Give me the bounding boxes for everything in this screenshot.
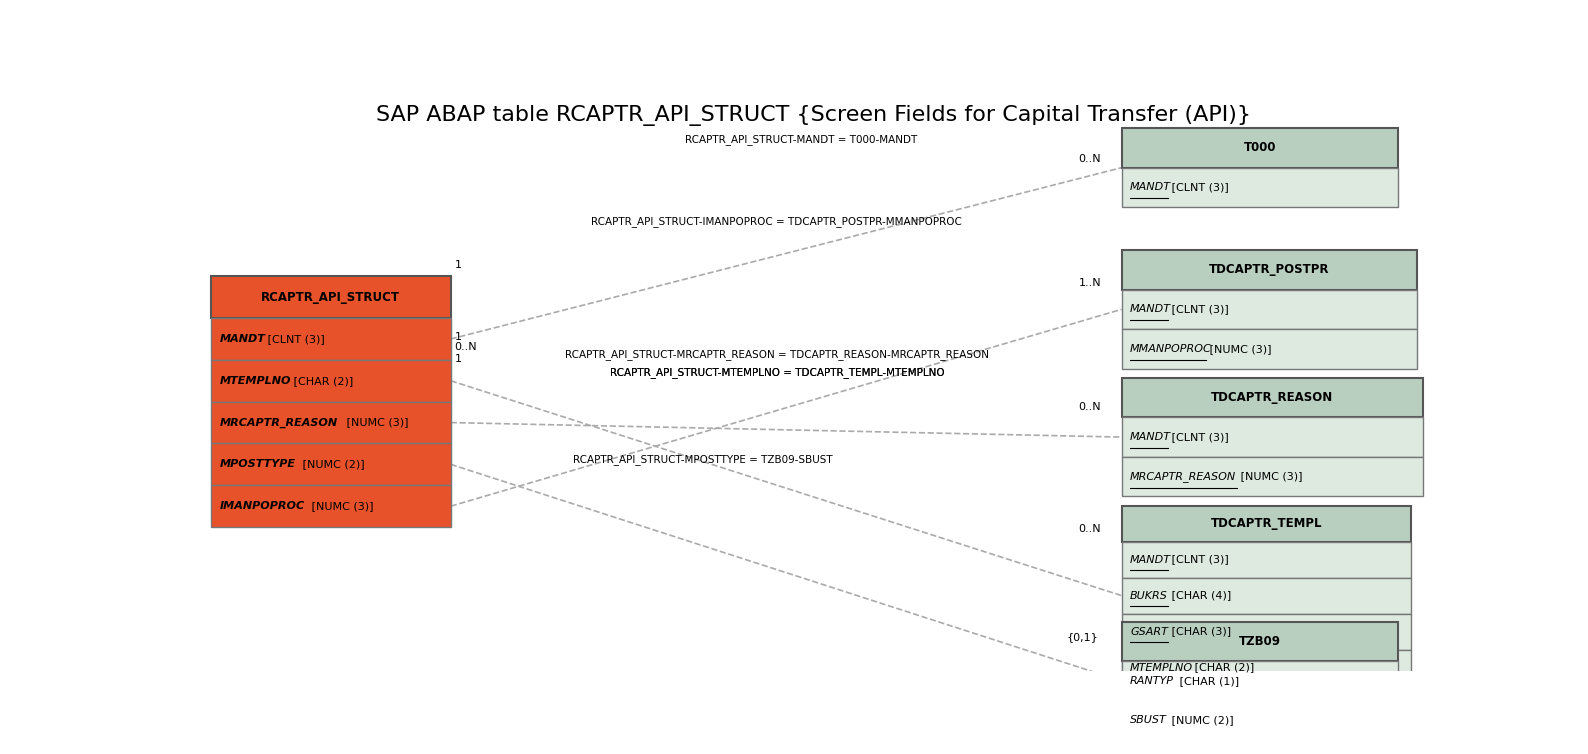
Text: MANDT: MANDT xyxy=(1131,182,1170,192)
Text: 1: 1 xyxy=(454,333,462,342)
Text: RCAPTR_API_STRUCT-IMANPOPROC = TDCAPTR_POSTPR-MMANPOPROC: RCAPTR_API_STRUCT-IMANPOPROC = TDCAPTR_P… xyxy=(591,216,962,226)
Text: RCAPTR_API_STRUCT-MTEMPLNO = TDCAPTR_TEMPL-MTEMPLNO: RCAPTR_API_STRUCT-MTEMPLNO = TDCAPTR_TEM… xyxy=(610,366,945,378)
Bar xyxy=(1121,622,1399,661)
Text: BUKRS: BUKRS xyxy=(1131,590,1169,601)
Text: TDCAPTR_POSTPR: TDCAPTR_POSTPR xyxy=(1208,263,1329,277)
Text: MANDT: MANDT xyxy=(1131,555,1170,565)
Text: MRCAPTR_REASON: MRCAPTR_REASON xyxy=(219,418,338,428)
Bar xyxy=(1121,661,1399,700)
Text: MMANPOPROC: MMANPOPROC xyxy=(1131,344,1212,354)
Bar xyxy=(1121,541,1410,578)
Text: [CHAR (2)]: [CHAR (2)] xyxy=(1191,663,1255,673)
Bar xyxy=(211,318,451,360)
Text: [CLNT (3)]: [CLNT (3)] xyxy=(1169,182,1229,192)
Text: MPOSTTYPE: MPOSTTYPE xyxy=(219,459,295,470)
Text: TDCAPTR_TEMPL: TDCAPTR_TEMPL xyxy=(1210,517,1321,530)
Bar xyxy=(1121,378,1423,418)
Text: MANDT: MANDT xyxy=(219,334,265,344)
Text: [CLNT (3)]: [CLNT (3)] xyxy=(1169,432,1229,442)
Text: MANDT: MANDT xyxy=(1131,305,1170,314)
Text: [NUMC (3)]: [NUMC (3)] xyxy=(308,501,373,511)
Bar xyxy=(211,360,451,402)
Text: 0..N: 0..N xyxy=(1078,154,1100,164)
Text: [CLNT (3)]: [CLNT (3)] xyxy=(1169,305,1229,314)
Text: [CHAR (3)]: [CHAR (3)] xyxy=(1169,627,1231,636)
Bar xyxy=(1121,290,1416,329)
Text: RCAPTR_API_STRUCT-MTEMPLNO = TDCAPTR_TEMPL-MTEMPLNO: RCAPTR_API_STRUCT-MTEMPLNO = TDCAPTR_TEM… xyxy=(610,366,945,378)
Text: MTEMPLNO: MTEMPLNO xyxy=(219,375,291,386)
Bar xyxy=(1121,329,1416,369)
Text: [NUMC (3)]: [NUMC (3)] xyxy=(1207,344,1272,354)
Text: TDCAPTR_REASON: TDCAPTR_REASON xyxy=(1212,391,1334,404)
Text: [CHAR (2)]: [CHAR (2)] xyxy=(291,375,354,386)
Text: [CLNT (3)]: [CLNT (3)] xyxy=(1169,555,1229,565)
Text: [NUMC (2)]: [NUMC (2)] xyxy=(1169,716,1234,725)
Bar xyxy=(1121,128,1399,167)
Bar xyxy=(1121,614,1410,650)
Text: GSART: GSART xyxy=(1131,627,1169,636)
Bar xyxy=(1121,418,1423,457)
Text: MANDT: MANDT xyxy=(1131,432,1170,442)
Text: 1: 1 xyxy=(454,354,462,364)
Text: [NUMC (2)]: [NUMC (2)] xyxy=(299,459,365,470)
Bar xyxy=(1121,506,1410,541)
Text: {0,1}: {0,1} xyxy=(1066,633,1097,642)
Text: [CHAR (4)]: [CHAR (4)] xyxy=(1169,590,1232,601)
Text: RANTYP: RANTYP xyxy=(1131,676,1174,686)
Bar xyxy=(1121,250,1416,290)
Bar xyxy=(1121,700,1399,740)
Text: [CHAR (1)]: [CHAR (1)] xyxy=(1177,676,1239,686)
Bar xyxy=(1121,650,1410,685)
Text: RCAPTR_API_STRUCT-MRCAPTR_REASON = TDCAPTR_REASON-MRCAPTR_REASON: RCAPTR_API_STRUCT-MRCAPTR_REASON = TDCAP… xyxy=(565,349,989,360)
Text: T000: T000 xyxy=(1243,142,1277,155)
Bar xyxy=(1121,578,1410,614)
Bar xyxy=(211,443,451,486)
Text: 0..N: 0..N xyxy=(1078,402,1100,412)
Bar xyxy=(211,276,451,318)
Text: 0..N: 0..N xyxy=(454,342,476,352)
Bar xyxy=(1121,457,1423,496)
Text: MTEMPLNO: MTEMPLNO xyxy=(1131,663,1193,673)
Text: SAP ABAP table RCAPTR_API_STRUCT {Screen Fields for Capital Transfer (API)}: SAP ABAP table RCAPTR_API_STRUCT {Screen… xyxy=(376,105,1251,126)
Text: [CLNT (3)]: [CLNT (3)] xyxy=(264,334,324,344)
Bar xyxy=(1121,167,1399,207)
Text: 1..N: 1..N xyxy=(1078,278,1100,288)
Bar xyxy=(211,402,451,443)
Text: 1: 1 xyxy=(454,259,462,270)
Text: SBUST: SBUST xyxy=(1131,716,1167,725)
Text: RCAPTR_API_STRUCT: RCAPTR_API_STRUCT xyxy=(262,290,400,304)
Text: TZB09: TZB09 xyxy=(1239,635,1282,648)
Text: [NUMC (3)]: [NUMC (3)] xyxy=(343,418,410,428)
Bar xyxy=(211,486,451,527)
Text: IMANPOPROC: IMANPOPROC xyxy=(219,501,305,511)
Text: RCAPTR_API_STRUCT-MPOSTTYPE = TZB09-SBUST: RCAPTR_API_STRUCT-MPOSTTYPE = TZB09-SBUS… xyxy=(573,454,832,464)
Text: [NUMC (3)]: [NUMC (3)] xyxy=(1237,471,1302,482)
Text: 0..N: 0..N xyxy=(1078,524,1100,534)
Text: MRCAPTR_REASON: MRCAPTR_REASON xyxy=(1131,471,1237,482)
Text: RCAPTR_API_STRUCT-MANDT = T000-MANDT: RCAPTR_API_STRUCT-MANDT = T000-MANDT xyxy=(686,134,918,146)
